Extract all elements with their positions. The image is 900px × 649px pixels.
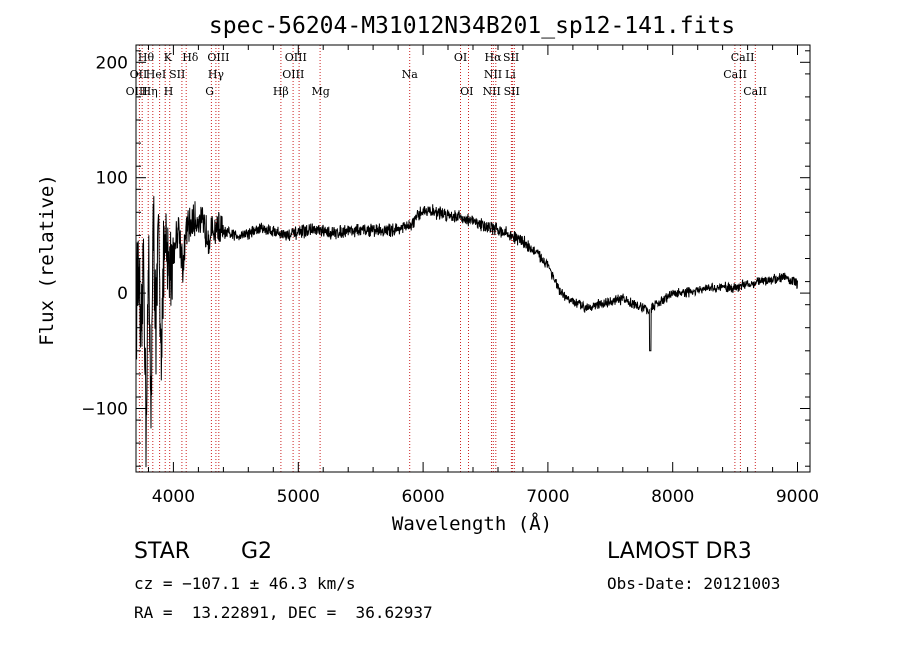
spectral-line-label: OIII xyxy=(207,51,229,64)
spectral-line-label: HeI xyxy=(146,68,166,81)
y-tick-label: −100 xyxy=(81,400,128,420)
survey-label: LAMOST DR3 xyxy=(607,539,752,564)
flux-line xyxy=(135,196,798,468)
spectral-line-label: OIII xyxy=(285,51,307,64)
obs-date-readout: Obs-Date: 20121003 xyxy=(607,574,781,593)
spectral-line-label: CaII xyxy=(731,51,755,64)
spectral-line-label: SII xyxy=(169,68,185,81)
spectral-line-label: Hα xyxy=(484,51,502,64)
chart-title: spec-56204-M31012N34B201_sp12-141.fits xyxy=(209,13,735,39)
spectral-line-label: SII xyxy=(503,51,519,64)
subclass-label: G2 xyxy=(241,539,273,564)
class-label: STAR xyxy=(134,539,191,564)
plot-frame xyxy=(135,44,811,473)
spectral-line-label: CaII xyxy=(723,68,747,81)
x-axis-ticks: 4000 5000 6000 7000 8000 9000 xyxy=(148,45,819,507)
spectral-line-label: H xyxy=(164,85,174,98)
spectral-line-label: OIII xyxy=(126,85,148,98)
spectral-line-label: SII xyxy=(504,85,520,98)
spectral-line-label: Mg xyxy=(312,85,330,98)
spectral-line-label: CaII xyxy=(743,85,767,98)
spectral-line-label: NII xyxy=(483,85,501,98)
y-axis-label: Flux (relative) xyxy=(36,174,58,346)
x-tick-label: 5000 xyxy=(277,487,320,507)
y-tick-label: 0 xyxy=(117,284,128,304)
spectral-line-markers xyxy=(138,45,756,472)
flux-series xyxy=(135,196,798,468)
spectral-line-label: Li xyxy=(505,68,516,81)
spectral-line-label: OI xyxy=(460,85,473,98)
spectral-line-label: Hη xyxy=(142,85,158,98)
y-tick-label: 200 xyxy=(96,53,128,73)
x-axis-label: Wavelength (Å) xyxy=(392,512,552,535)
x-tick-label: 8000 xyxy=(651,487,694,507)
coords-readout: RA = 13.22891, DEC = 36.62937 xyxy=(134,603,433,622)
spectral-line-label: OII xyxy=(130,68,148,81)
spectral-line-label: Hβ xyxy=(273,85,289,98)
y-tick-label: 100 xyxy=(96,169,128,189)
spectral-line-label: Hθ xyxy=(138,51,155,64)
x-tick-label: 9000 xyxy=(776,487,819,507)
spectral-line-label: Na xyxy=(402,68,419,81)
spectral-line-label: OI xyxy=(454,51,467,64)
spectral-line-label: OIII xyxy=(282,68,304,81)
spectral-line-label: K xyxy=(164,51,173,64)
spectral-line-label: NII xyxy=(484,68,502,81)
x-tick-label: 7000 xyxy=(526,487,569,507)
x-tick-label: 6000 xyxy=(401,487,444,507)
spectral-line-label: G xyxy=(205,85,214,98)
spectral-line-label: Hδ xyxy=(182,51,199,64)
cz-readout: cz = −107.1 ± 46.3 km/s xyxy=(134,574,356,593)
x-tick-label: 4000 xyxy=(152,487,195,507)
spectral-line-label: Hγ xyxy=(208,68,225,81)
y-axis-ticks: −100 0 100 200 xyxy=(81,50,810,467)
